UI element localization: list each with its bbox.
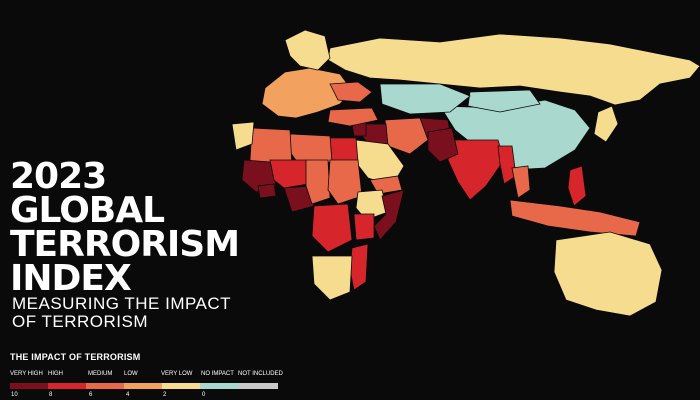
legend-swatch-high [48,383,86,389]
legend-label-low: LOW [124,371,138,377]
region-thailand [511,165,531,199]
region-sudan [327,159,363,205]
title-line-index: INDEX [10,258,132,299]
region-scandinavia [284,29,331,71]
legend-swatch-very-low [162,383,200,389]
legend-value-4: 4 [126,392,130,398]
legend-color-bar [10,383,278,389]
legend-swatch-no-impact [200,383,238,389]
subtitle-line-1: MEASURING THE IMPACT [12,294,232,313]
legend-label-no-impact: NO IMPACT [201,371,234,377]
region-mongolia [467,89,541,113]
legend-label-not-included: NOT INCLUDED [238,371,283,377]
region-pakistan [427,127,459,163]
region-russia [327,33,700,106]
legend-scale: 10 8 6 4 2 0 [10,392,310,400]
region-ethiopia [355,189,389,221]
region-myanmar [497,145,517,185]
region-dr-congo [311,203,353,253]
region-morocco [231,121,255,151]
legend-label-high: HIGH [48,371,63,377]
region-australia [553,231,663,317]
subtitle: MEASURING THE IMPACT OF TERRORISM [12,295,231,331]
region-turkey [327,107,379,127]
region-indonesia [509,199,641,237]
title-line-global: GLOBAL [10,190,165,231]
legend-swatch-not-included [238,383,278,389]
subtitle-line-2: OF TERRORISM [12,312,149,331]
region-ukraine [329,81,373,103]
region-niger [269,159,309,189]
region-kazakhstan [379,83,471,115]
legend-swatch-very-high [10,383,48,389]
index-title: 2023 GLOBAL TERRORISM INDEX [10,156,240,299]
region-mozambique [349,243,369,291]
legend-label-very-low: VERY LOW [161,371,193,377]
legend: THE IMPACT OF TERRORISM VERY HIGH HIGH M… [10,352,310,400]
legend-swatch-low [124,383,162,389]
legend-title: THE IMPACT OF TERRORISM [10,352,141,362]
region-japan [593,105,619,143]
legend-value-0: 0 [202,392,206,398]
region-kenya [353,213,375,241]
region-india [447,139,505,201]
legend-label-very-high: VERY HIGH [10,371,43,377]
legend-swatch-medium [86,383,124,389]
legend-labels: VERY HIGH HIGH MEDIUM LOW VERY LOW NO IM… [10,371,310,381]
legend-value-6: 6 [89,392,93,398]
region-chad [305,159,331,205]
region-yemen [369,175,403,195]
region-philippines [567,165,587,207]
region-egypt [329,137,359,163]
legend-value-8: 8 [49,392,53,398]
legend-value-2: 2 [163,392,167,398]
legend-value-10: 10 [11,392,18,398]
title-line-terrorism: TERRORISM [10,224,240,265]
region-europe [261,67,353,119]
region-south-africa [311,255,353,301]
legend-label-medium: MEDIUM [88,371,113,377]
region-somalia [373,189,405,241]
region-burkina-faso [257,183,277,199]
title-year: 2023 [10,156,107,197]
